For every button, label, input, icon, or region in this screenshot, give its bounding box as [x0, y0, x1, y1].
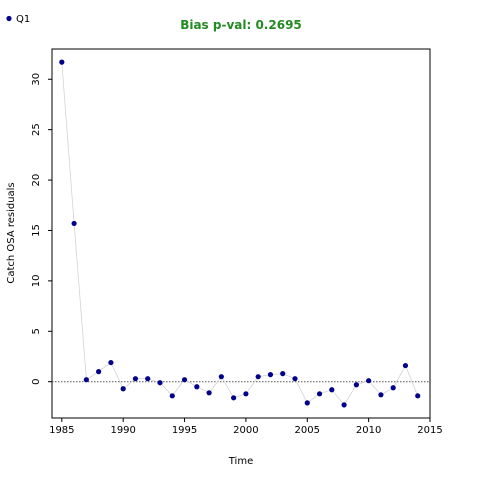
data-point: [304, 400, 310, 406]
data-point: [96, 369, 102, 375]
data-point: [280, 371, 286, 377]
data-point: [206, 390, 212, 396]
plot-layer: [52, 59, 430, 408]
data-point: [292, 376, 298, 382]
data-point: [157, 380, 163, 386]
data-point: [378, 392, 384, 398]
legend-marker-q1: [6, 15, 12, 22]
data-point: [366, 378, 372, 384]
x-tick-label: 1985: [49, 425, 74, 436]
data-point: [267, 372, 274, 378]
y-tick-label: 20: [31, 174, 42, 187]
data-point: [353, 382, 359, 388]
data-point: [120, 386, 126, 392]
y-tick-label: 30: [31, 73, 42, 86]
data-point: [83, 377, 89, 383]
legend-label-q1: Q1: [16, 14, 30, 25]
y-axis-label: Catch OSA residuals: [6, 182, 17, 283]
data-point: [316, 391, 323, 397]
data-point: [218, 374, 224, 380]
y-axis: 0 5 10 15 20 25 30: [31, 73, 52, 385]
data-point: [390, 385, 396, 391]
data-point: [341, 402, 347, 408]
data-point: [329, 387, 335, 393]
x-tick-label: 2005: [295, 425, 320, 436]
data-point: [71, 220, 77, 227]
y-tick-label: 25: [31, 123, 42, 136]
x-tick-label: 2010: [356, 425, 381, 436]
data-point: [132, 376, 139, 382]
y-tick-label: 0: [31, 379, 42, 385]
data-point: [145, 376, 151, 382]
x-tick-label: 1995: [172, 425, 197, 436]
series-connector-line: [61, 62, 419, 406]
y-tick-label: 10: [31, 275, 42, 288]
y-tick-label: 5: [31, 328, 42, 334]
x-tick-label: 2015: [417, 425, 442, 436]
x-axis-label: Time: [228, 456, 253, 467]
data-point: [255, 374, 261, 380]
data-point: [108, 359, 114, 366]
data-point: [169, 393, 175, 399]
data-point: [181, 377, 188, 383]
data-point: [194, 384, 200, 390]
x-tick-label: 2000: [233, 425, 258, 436]
legend: Q1: [6, 14, 30, 25]
data-point: [231, 395, 237, 401]
data-point: [415, 393, 421, 399]
x-tick-label: 1990: [110, 425, 135, 436]
x-axis: 1985 1990 1995 2000 2005 2010 2015: [49, 418, 443, 436]
data-point: [243, 391, 249, 397]
data-point: [59, 59, 65, 65]
chart-title: Bias p-val: 0.2695: [180, 18, 302, 32]
plot-area: [51, 48, 431, 419]
data-point: [402, 362, 409, 369]
y-tick-label: 15: [31, 224, 42, 237]
